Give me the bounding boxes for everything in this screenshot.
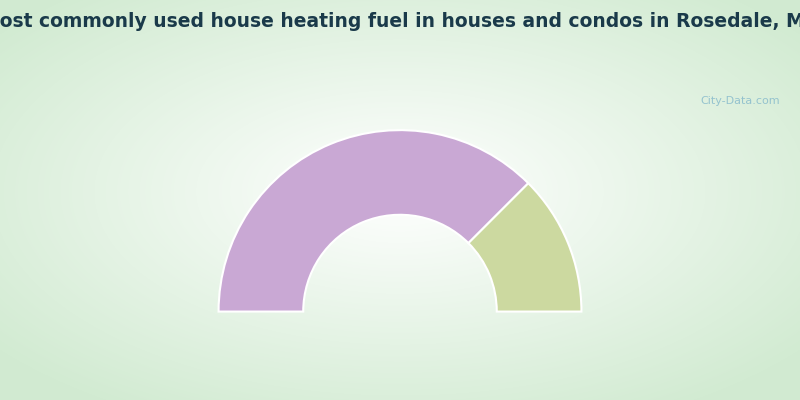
- Wedge shape: [218, 130, 528, 312]
- Text: Most commonly used house heating fuel in houses and condos in Rosedale, MS: Most commonly used house heating fuel in…: [0, 12, 800, 31]
- Wedge shape: [469, 183, 582, 312]
- Text: City-Data.com: City-Data.com: [700, 96, 780, 106]
